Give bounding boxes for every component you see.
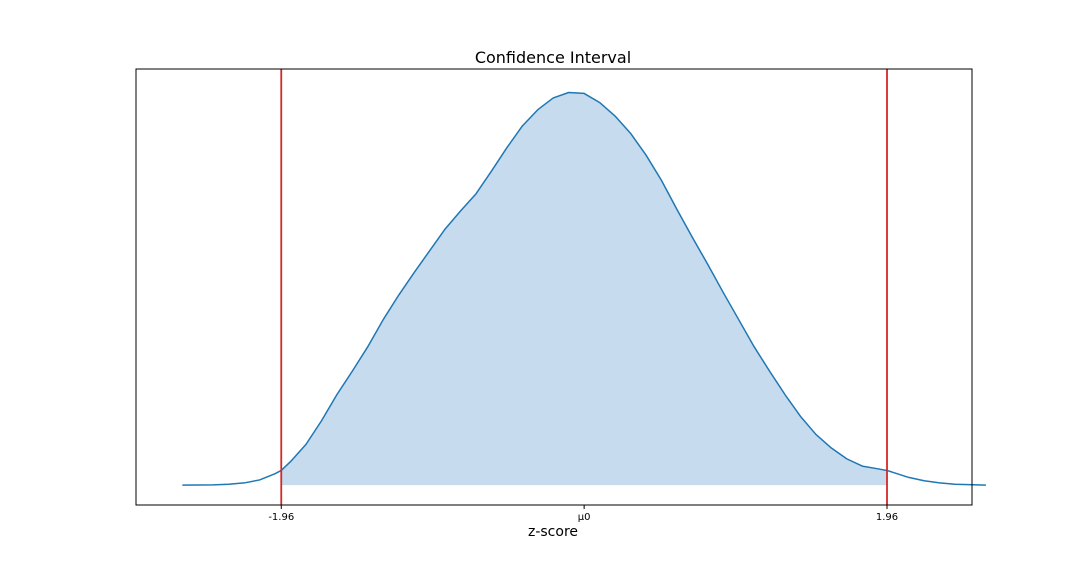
density-curve-line <box>182 91 986 486</box>
chart-title: Confidence Interval <box>475 48 631 67</box>
plot-frame <box>135 68 973 506</box>
x-axis-label: z-score <box>528 524 578 540</box>
x-tick-label: μ0 <box>578 512 591 523</box>
plot-area <box>182 69 986 505</box>
x-axis-ticks: -1.96 μ0 1.96 <box>268 505 898 523</box>
x-tick-label: 1.96 <box>876 512 898 523</box>
confidence-region-fill <box>281 92 888 486</box>
x-tick-label: -1.96 <box>268 512 294 523</box>
